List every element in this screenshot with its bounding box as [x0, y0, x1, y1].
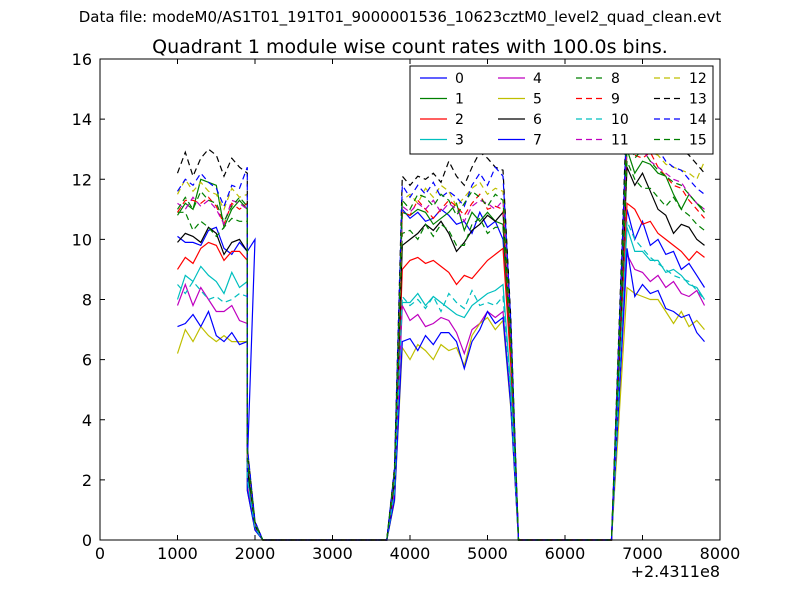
- x-tick-label: 8000: [700, 544, 741, 563]
- x-tick-label: 4000: [390, 544, 431, 563]
- series-line-0: [177, 207, 706, 541]
- legend-box: [409, 65, 714, 155]
- series-layer: [176, 97, 706, 541]
- series-line-5: [176, 286, 705, 541]
- legend-label-9: 9: [611, 92, 620, 108]
- legend-label-2: 2: [455, 112, 464, 128]
- legend-label-8: 8: [611, 71, 620, 87]
- ticks-layer: 0 1000 2000 3000 4000 5000 6000 7000 80000246810…: [72, 50, 741, 563]
- legend-label-3: 3: [455, 133, 464, 149]
- series-line-6: [177, 166, 705, 541]
- x-tick-label: 2000: [235, 544, 276, 563]
- legend-label-6: 6: [533, 112, 542, 128]
- x-tick-label: 7000: [622, 544, 663, 563]
- legend-label-5: 5: [533, 92, 542, 108]
- y-tick-label: 4: [82, 411, 92, 430]
- series-line-2: [176, 202, 705, 541]
- figure-supertitle: Data file: modeM0/AS1T01_191T01_90000015…: [78, 8, 722, 26]
- legend-label-4: 4: [533, 71, 542, 87]
- y-tick-label: 8: [82, 291, 92, 310]
- legend-label-15: 15: [689, 133, 707, 149]
- series-line-15: [176, 127, 705, 541]
- legend-label-13: 13: [689, 92, 707, 108]
- series-line-7: [177, 248, 705, 541]
- y-tick-label: 6: [82, 351, 92, 370]
- legend-label-10: 10: [611, 112, 629, 128]
- legend-label-12: 12: [689, 71, 707, 87]
- legend-label-1: 1: [455, 92, 464, 108]
- y-tick-label: 10: [72, 230, 92, 249]
- series-line-4: [176, 252, 706, 541]
- series-line-13: [176, 97, 705, 541]
- x-tick-label: 3000: [312, 544, 353, 563]
- series-line-3: [176, 227, 706, 541]
- y-tick-label: 12: [72, 170, 92, 189]
- x-tick-label: 0: [95, 544, 105, 563]
- x-tick-label: 1000: [157, 544, 198, 563]
- y-tick-label: 2: [82, 471, 92, 490]
- y-tick-label: 16: [72, 50, 92, 69]
- chart-title: Quadrant 1 module wise count rates with …: [152, 36, 668, 58]
- x-axis-offset-label: +2.4311e8: [630, 562, 720, 581]
- x-tick-label: 6000: [545, 544, 586, 563]
- series-line-9: [176, 137, 705, 541]
- x-tick-label: 5000: [467, 544, 508, 563]
- series-line-11: [177, 133, 705, 541]
- legend-label-7: 7: [533, 133, 542, 149]
- legend-label-11: 11: [611, 133, 629, 149]
- series-line-8: [177, 160, 705, 541]
- legend-label-0: 0: [455, 71, 464, 87]
- y-tick-label: 14: [72, 110, 92, 129]
- legend-label-14: 14: [689, 112, 707, 128]
- y-tick-label: 0: [82, 531, 92, 550]
